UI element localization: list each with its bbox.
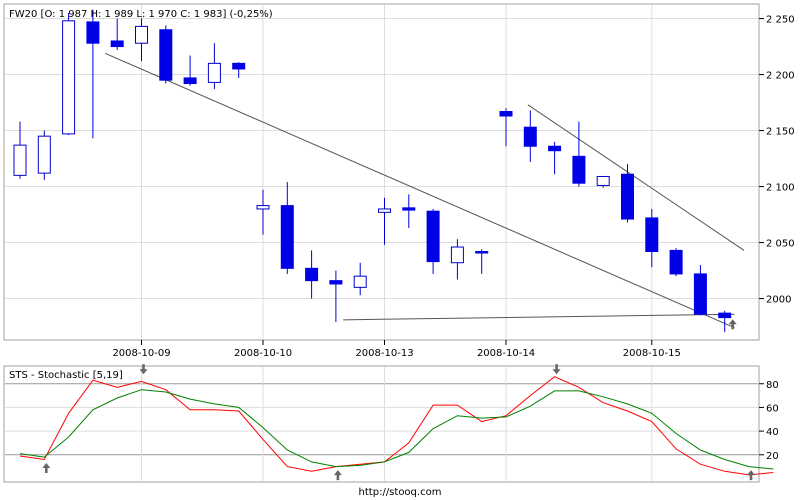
price-y-axis: 2000 2 050 2 100 2 150 2 200 2 250 [759, 15, 795, 306]
price-y-tick-label: 2000 [766, 295, 791, 306]
price-y-tick-label: 2 250 [766, 15, 795, 26]
candle-body [159, 29, 173, 81]
candle-body [669, 249, 683, 275]
candle-body [523, 126, 537, 147]
stochastic-y-axis: 20 40 60 80 [759, 380, 779, 462]
price-panel: 2000 2 050 2 100 2 150 2 200 2 250 2008-10-09… [3, 3, 795, 359]
candle-body [378, 208, 391, 213]
stochastic-arrow-up [42, 463, 51, 474]
stochastic-arrow-up [747, 470, 755, 481]
price-x-axis: 2008-10-09 2008-10-10 2008-10-13 2008-10-14… [112, 340, 681, 359]
price-x-tick-label: 2008-10-15 [623, 348, 681, 359]
price-y-tick-label: 2 100 [766, 183, 795, 194]
stochastic-arrow-down [139, 364, 148, 375]
price-y-tick-label: 2 150 [766, 127, 795, 138]
candle-body [621, 173, 634, 220]
candle-body [280, 205, 294, 269]
trendline [343, 313, 735, 321]
candle-body [13, 144, 27, 176]
trendline [527, 104, 745, 251]
stochastic-arrow-up [333, 470, 342, 481]
stochastic-y-tick-label: 60 [766, 403, 779, 414]
price-candles [13, 9, 732, 333]
candle-body [353, 275, 367, 288]
candle-body [86, 21, 100, 44]
candle-body [596, 175, 610, 186]
candle-body [572, 155, 586, 184]
price-x-tick-label: 2008-10-10 [234, 348, 292, 359]
candle-body [232, 62, 246, 70]
candle-body [693, 273, 707, 315]
stochastic-y-tick-label: 80 [766, 380, 779, 391]
candle-body [37, 135, 51, 174]
footer-url: http://stooq.com [359, 487, 442, 498]
candle-body [426, 210, 440, 263]
price-arrows [728, 319, 737, 330]
signal-arrow-up [728, 319, 737, 330]
price-panel-frame [3, 3, 760, 341]
price-panel-title: FW20 [O: 1 987 H: 1 989 L: 1 970 C: 1 98… [9, 9, 273, 20]
price-x-tick-label: 2008-10-14 [477, 348, 535, 359]
stochastic-d-line [19, 389, 774, 470]
candle-body [548, 145, 562, 152]
price-y-tick-label: 2 050 [766, 239, 795, 250]
stochastic-grid [5, 367, 758, 481]
price-x-tick-label: 2008-10-09 [112, 348, 170, 359]
stochastic-panel: 20 40 60 80 STS - Stochastic [5,19] [3, 364, 779, 483]
candle-body [718, 312, 732, 319]
price-x-tick-label: 2008-10-13 [355, 348, 413, 359]
candle-body [305, 267, 319, 282]
candle-body [207, 62, 221, 83]
candle-body [645, 217, 659, 253]
stochastic-arrows [42, 364, 755, 481]
candle-body [135, 25, 148, 44]
trendline [104, 52, 735, 329]
stochastic-arrow-down [552, 364, 561, 375]
candle-body [62, 20, 76, 135]
stochastic-y-tick-label: 20 [766, 451, 779, 462]
candle-body [110, 40, 124, 48]
candle-body [329, 280, 343, 285]
candle-body [402, 207, 416, 211]
stochastic-y-tick-label: 40 [766, 427, 779, 438]
stochastic-k-line [19, 376, 774, 476]
price-grid [5, 5, 758, 339]
stochastic-lines [19, 376, 774, 476]
candle-body [475, 251, 489, 254]
price-trendlines [104, 52, 745, 329]
candle-body [256, 205, 270, 210]
candle-body [499, 111, 513, 117]
candle-body [183, 77, 197, 85]
price-y-tick-label: 2 200 [766, 71, 795, 82]
candle-body [450, 246, 464, 264]
stochastic-panel-title: STS - Stochastic [5,19] [9, 370, 123, 381]
